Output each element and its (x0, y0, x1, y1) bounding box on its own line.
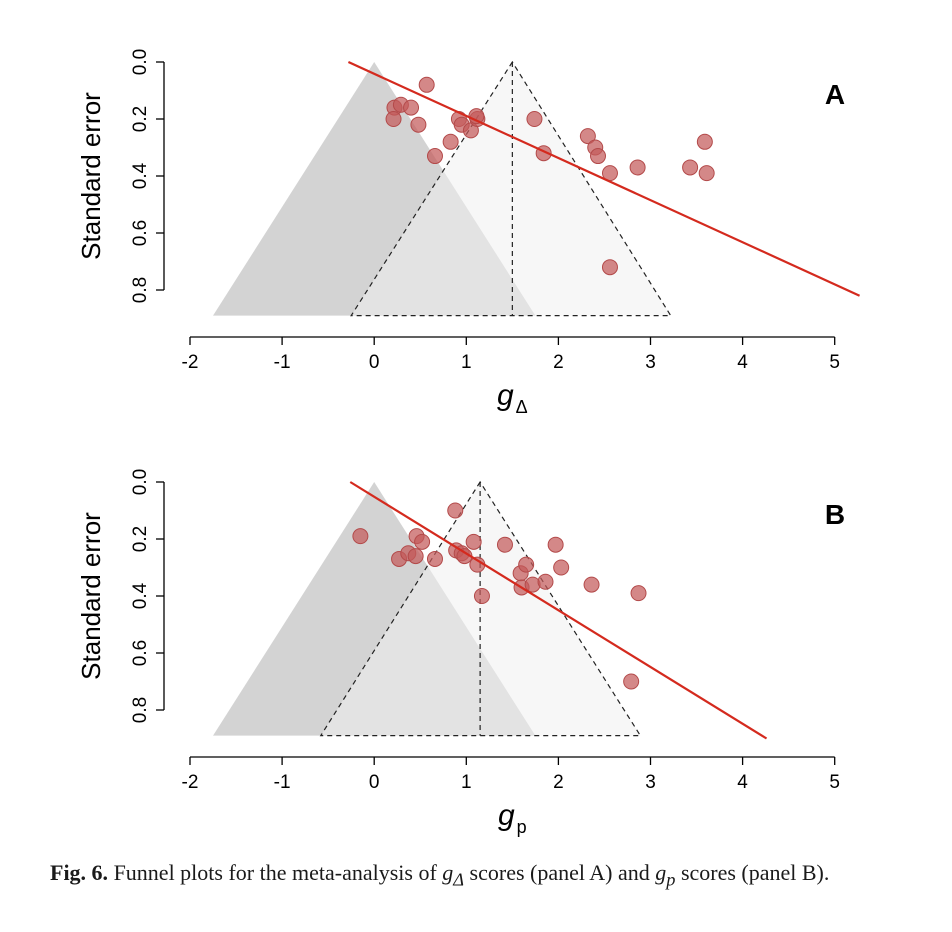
panel-a-regression-line (347, 60, 861, 297)
caption-fig-label: Fig. 6. (50, 860, 109, 885)
funnel-plot-panel-b: -2 -1 0 1 2 3 4 5 0.0 0.2 0.4 0.6 0.8 Standard error g… (0, 420, 952, 840)
panel-b-svg: -2 -1 0 1 2 3 4 5 0.0 0.2 0.4 0.6 0.8 Standard error g… (76, 469, 845, 837)
panel-a-effect-funnel-outline (350, 60, 672, 317)
panel-b-y-tick-label-1: 0.2 (130, 526, 151, 552)
panel-b-x-tick-label--1: -1 (274, 772, 291, 793)
panel-a-x-tick-label--1: -1 (274, 352, 291, 373)
panel-a-y-tick-label-3: 0.6 (130, 220, 151, 246)
caption-g-p-base: g (655, 860, 667, 885)
panel-b-x-axis-label-sub: p (517, 817, 527, 837)
panel-a-x-axis-label-sub: Δ (516, 397, 528, 417)
panel-a-x-tick-label-0: 0 (369, 352, 380, 373)
panel-b-x-tick-label-3: 3 (645, 772, 656, 793)
panel-a-data-point-21 (682, 159, 699, 176)
panel-b-regression-line (349, 481, 768, 740)
panel-a-x-tick-label-1: 1 (461, 352, 472, 373)
panel-a-x-axis-label-base: g (497, 379, 514, 412)
panel-b-data-point-23 (583, 576, 600, 593)
panel-b-x-tick-label-0: 0 (369, 772, 380, 793)
caption-text-1: Funnel plots for the meta-analysis of (108, 860, 443, 885)
panel-a-x-tick-label-3: 3 (645, 352, 656, 373)
caption-text-2: scores (panel A) and (464, 860, 656, 885)
caption-g-p: gp (655, 860, 675, 889)
panel-b-data-point-17 (518, 556, 535, 573)
caption-text-3: scores (panel B). (675, 860, 830, 885)
panel-b-data-point-20 (537, 573, 554, 590)
panel-a-data-point-16 (579, 128, 596, 145)
panel-a-data-point-1 (418, 76, 435, 93)
panel-a-x-tick-label-2: 2 (553, 352, 564, 373)
panel-a-y-tick-label-4: 0.8 (130, 277, 151, 303)
figure-caption: Fig. 6. Funnel plots for the meta-analys… (50, 858, 910, 894)
panel-b-y-tick-label-3: 0.6 (130, 640, 151, 666)
panel-b-effect-funnel-outline (319, 480, 642, 737)
panel-a-y-tick-label-2: 0.4 (130, 162, 151, 189)
panel-a-data-point-4 (403, 99, 420, 116)
panel-b-data-point-15 (496, 536, 513, 553)
panel-a-y-tick-label-0: 0.0 (130, 49, 151, 75)
panel-b-data-point-25 (623, 673, 640, 690)
panel-b-data-point-12 (465, 533, 482, 550)
caption-g-delta-sub: Δ (453, 869, 465, 890)
panel-a-data-point-6 (410, 116, 427, 133)
funnel-plot-panel-a: -2 -1 0 1 2 3 4 5 0.0 0.2 0.4 0.6 0.8 Standard error g… (0, 0, 952, 420)
panel-a-data-point-5 (385, 111, 402, 127)
caption-g-p-sub: p (666, 869, 676, 890)
panel-a-data-point-13 (426, 148, 443, 165)
panel-a-x-tick-label--2: -2 (182, 352, 199, 373)
panel-b-x-axis-label-base: g (498, 799, 515, 832)
panel-b-data-point-1 (352, 528, 369, 545)
panel-a-svg: -2 -1 0 1 2 3 4 5 0.0 0.2 0.4 0.6 0.8 Standard error g… (76, 49, 861, 417)
panel-b-data-point-7 (426, 550, 443, 567)
panel-b-x-tick-label--2: -2 (182, 772, 199, 793)
panel-b-y-tick-label-2: 0.4 (130, 582, 151, 609)
panel-b-panel-label: B (825, 499, 845, 530)
panel-b-data-point-8 (447, 502, 464, 519)
panel-b-x-tick-label-5: 5 (829, 772, 840, 793)
panel-b-x-tick-label-1: 1 (461, 772, 472, 793)
panel-b-y-tick-label-4: 0.8 (130, 697, 151, 723)
panel-b-data-point-6 (414, 533, 431, 550)
panel-b-data-point-4 (407, 548, 424, 565)
panel-b-data-point-21 (547, 536, 564, 553)
panel-a-panel-label: A (825, 79, 845, 110)
caption-g-delta-base: g (442, 860, 454, 885)
panel-a-x-tick-label-4: 4 (737, 352, 748, 373)
caption-g-delta: gΔ (442, 860, 464, 889)
panel-a-x-tick-label-5: 5 (829, 352, 840, 373)
panel-a-data-point-20 (629, 159, 646, 176)
panel-a-data-point-23 (698, 165, 715, 182)
panel-b-x-tick-label-2: 2 (553, 772, 564, 793)
panel-a-y-axis-label: Standard error (76, 92, 106, 260)
panel-a-data-point-22 (696, 133, 713, 150)
panel-b-x-tick-label-4: 4 (737, 772, 748, 793)
panel-b-data-point-14 (473, 588, 490, 604)
panel-a-data-point-18 (590, 148, 607, 165)
panel-b-y-axis-label: Standard error (76, 512, 106, 680)
panel-b-y-tick-label-0: 0.0 (130, 469, 151, 495)
panel-a-data-point-24 (601, 259, 618, 276)
panel-a-y-tick-label-1: 0.2 (130, 106, 151, 132)
panel-b-data-point-22 (553, 559, 570, 576)
panel-b-data-point-24 (630, 585, 647, 602)
panel-a-effect-funnel-fill (351, 62, 671, 316)
panel-a-data-point-12 (442, 133, 459, 150)
panel-a-data-point-14 (526, 111, 543, 127)
